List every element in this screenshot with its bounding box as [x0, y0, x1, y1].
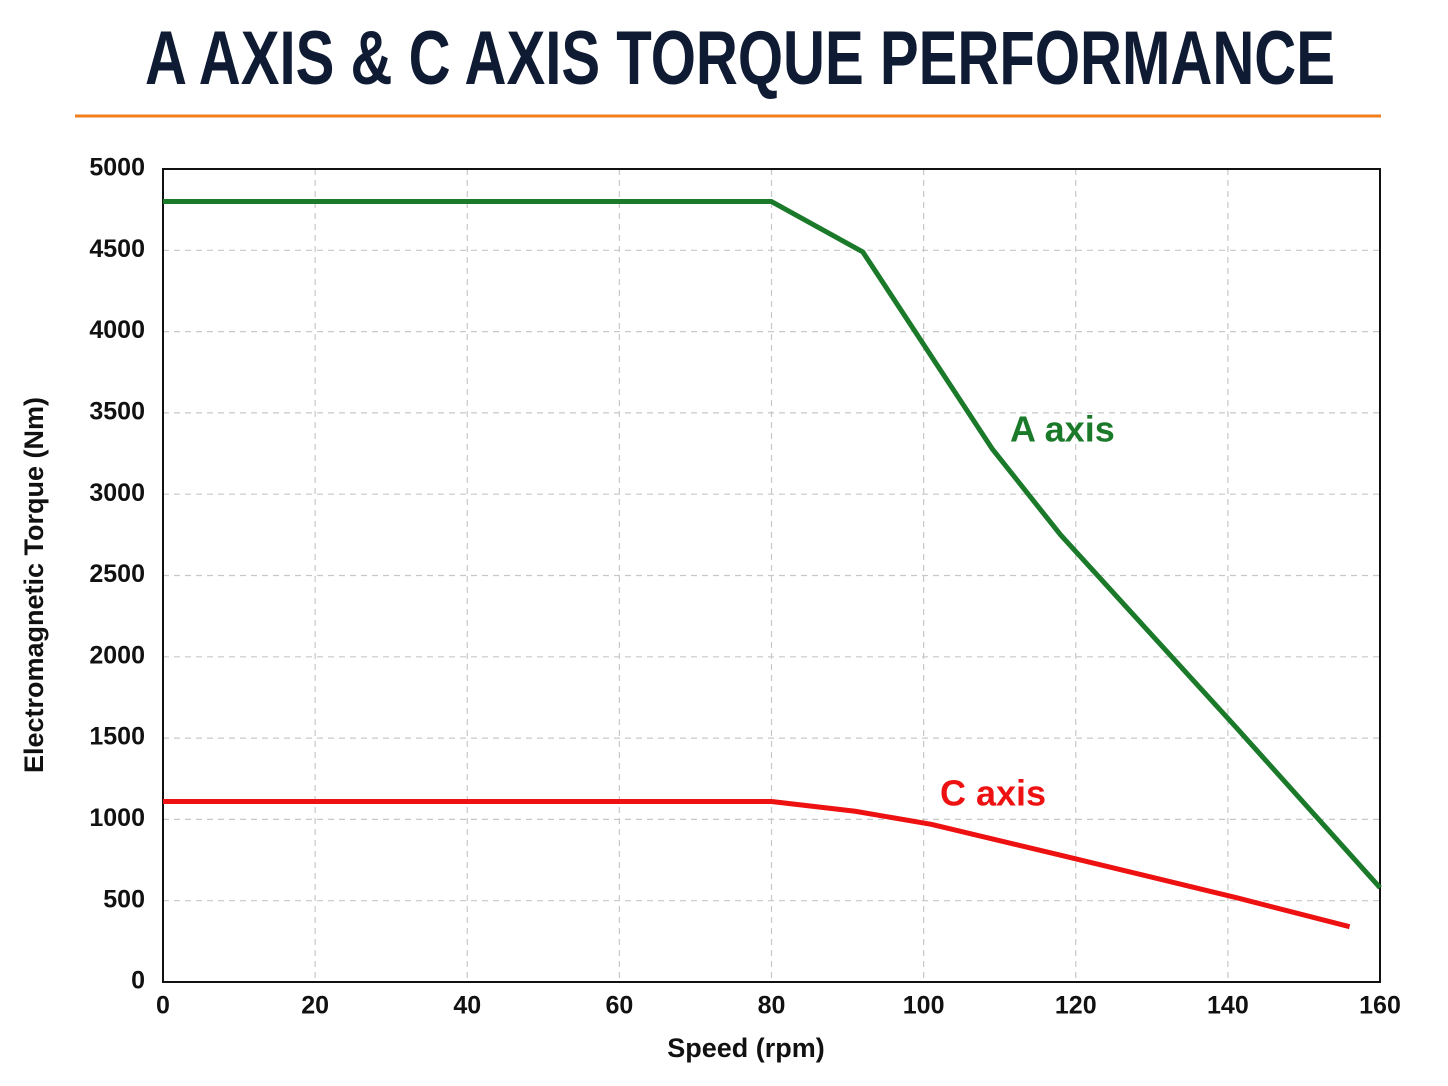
y-tick-label: 500 — [103, 885, 145, 913]
line — [163, 199, 1382, 890]
x-tick-label: 120 — [1055, 992, 1097, 1020]
y-tick-label: 4500 — [89, 235, 145, 263]
x-tick-label: 80 — [758, 992, 786, 1020]
y-tick-label: 0 — [131, 967, 145, 995]
line — [163, 799, 1351, 930]
x-tick-label: 160 — [1359, 992, 1401, 1020]
x-tick-label: 60 — [605, 992, 633, 1020]
x-axis-title: Speed (rpm) — [667, 1033, 825, 1063]
y-axis-title: Electromagnetic Torque (Nm) — [19, 397, 49, 773]
y-tick-label: 1000 — [89, 804, 145, 832]
x-tick-label: 140 — [1207, 992, 1249, 1020]
plot-frame — [162, 168, 1381, 983]
y-tick-label: 5000 — [89, 154, 145, 182]
x-tick-label: 40 — [453, 992, 481, 1020]
series-label: A axis — [1010, 409, 1115, 450]
y-tick-label: 3500 — [89, 398, 145, 426]
y-tick-label: 2000 — [89, 641, 145, 669]
series-label: C axis — [940, 773, 1046, 814]
x-tick-label: 20 — [301, 992, 329, 1020]
x-tick-label: 100 — [903, 992, 945, 1020]
y-tick-label: 3000 — [89, 479, 145, 507]
y-tick-label: 2500 — [89, 560, 145, 588]
y-tick-label: 1500 — [89, 723, 145, 751]
y-tick-label: 4000 — [89, 316, 145, 344]
x-tick-label: 0 — [156, 992, 170, 1020]
chart-title: A AXIS & C AXIS TORQUE PERFORMANCE — [145, 16, 1335, 101]
